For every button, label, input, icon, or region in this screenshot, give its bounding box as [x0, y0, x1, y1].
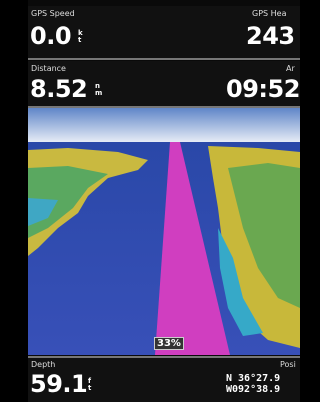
field-unit: ft — [88, 378, 94, 392]
field-label: GPS Speed — [31, 9, 75, 18]
field-value: 0.0 — [30, 22, 71, 50]
bottom-row: Depth 59.1 ft Posi N 36°27.9 W092°38.9 — [28, 356, 300, 402]
field-label: Posi — [280, 360, 296, 369]
progress-label: 33% — [154, 337, 184, 350]
mid-row: Distance 8.52 nm Ar 09:52 — [28, 61, 300, 108]
field-unit: nm — [95, 83, 101, 97]
field-label: Distance — [31, 64, 66, 73]
field-label: GPS Hea — [252, 9, 286, 18]
longitude: W092°38.9 — [226, 385, 280, 395]
field-label: Depth — [31, 360, 55, 369]
device: GPS Speed 0.0 kt GPS Hea 243 Distance 8.… — [0, 0, 300, 402]
latitude: N 36°27.9 — [226, 374, 280, 384]
field-value: 09:52 — [226, 75, 300, 103]
field-value: 59.1 — [30, 370, 87, 398]
field-label: Ar — [286, 64, 295, 73]
3d-view — [28, 108, 300, 355]
top-row: GPS Speed 0.0 kt GPS Hea 243 — [28, 6, 300, 60]
field-value: 243 — [246, 22, 295, 50]
field-value: 8.52 — [30, 75, 87, 103]
screen: GPS Speed 0.0 kt GPS Hea 243 Distance 8.… — [28, 0, 300, 402]
field-unit: kt — [78, 30, 84, 44]
